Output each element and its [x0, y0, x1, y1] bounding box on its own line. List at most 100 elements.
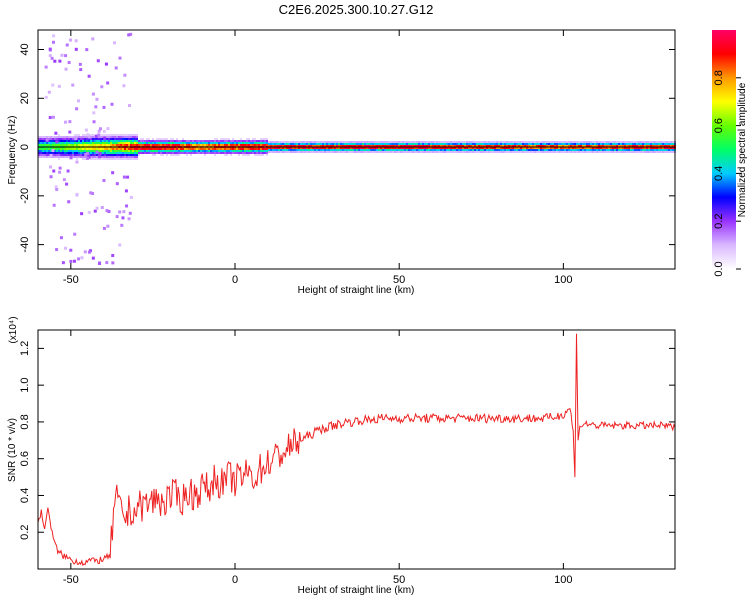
heatmap-cell [330, 143, 332, 145]
heatmap-cell [484, 149, 486, 151]
heatmap-cell [386, 147, 388, 149]
heatmap-cell [502, 149, 504, 151]
colorbar-ticks: 0.00.20.40.60.8 [713, 70, 741, 277]
heatmap-cell [430, 143, 432, 145]
heatmap-cell [92, 134, 94, 136]
heatmap-cell [540, 145, 542, 147]
heatmap-cell [396, 141, 398, 143]
heatmap-cell [634, 151, 636, 153]
heatmap-cell [358, 141, 360, 143]
heatmap-cell [254, 152, 256, 154]
heatmap-cell [588, 147, 590, 149]
heatmap-cell [98, 136, 100, 138]
heatmap-cell [340, 141, 342, 143]
heatmap-cell [510, 149, 512, 151]
heatmap-cell [98, 152, 102, 156]
heatmap-cell [616, 149, 618, 151]
heatmap-cell [420, 143, 422, 145]
heatmap-cell [366, 151, 368, 153]
heatmap-cell [662, 147, 664, 149]
heatmap-cell [58, 150, 60, 152]
heatmap-cell [628, 151, 630, 153]
heatmap-cell [156, 140, 158, 142]
heatmap-cell [352, 145, 354, 147]
heatmap-cell [188, 142, 190, 144]
heatmap-cell [410, 149, 412, 151]
heatmap-cell [586, 149, 588, 151]
heatmap-cell [118, 140, 120, 142]
heatmap-cell [624, 143, 626, 145]
heatmap-cell [434, 151, 436, 153]
heatmap-cell [178, 148, 180, 150]
heatmap-cell [414, 151, 416, 153]
heatmap-cell [172, 142, 174, 144]
heatmap-cell [452, 149, 454, 151]
heatmap-cell [87, 250, 91, 254]
heatmap-cell [576, 149, 578, 151]
heatmap-cell [498, 151, 500, 153]
heatmap-cell [558, 141, 560, 143]
snr-y-ticks: 0.20.40.60.81.01.2 [19, 341, 675, 540]
heatmap-cell [298, 143, 300, 145]
heatmap-cell [658, 147, 660, 149]
heatmap-cell [250, 150, 252, 152]
heatmap-cell [406, 149, 408, 151]
heatmap-cell [46, 150, 48, 152]
heatmap-cell [600, 141, 602, 143]
heatmap-cell [130, 134, 132, 136]
heatmap-cell [594, 149, 596, 151]
heatmap-cell [114, 140, 116, 142]
heatmap-cell [110, 152, 112, 154]
heatmap-cell [414, 149, 416, 151]
heatmap-cell [292, 143, 294, 145]
heatmap-cell [94, 154, 96, 156]
heatmap-cell [82, 136, 84, 138]
heatmap-cell [626, 141, 628, 143]
heatmap-cell [95, 206, 99, 210]
heatmap-cell [210, 148, 212, 150]
heatmap-cell [652, 145, 654, 147]
heatmap-cell [440, 149, 442, 151]
heatmap-cell [97, 129, 101, 133]
heatmap-cell [424, 151, 426, 153]
heatmap-cell [592, 147, 594, 149]
heatmap-cell [390, 147, 392, 149]
heatmap-cell [92, 140, 94, 142]
heatmap-cell [128, 152, 130, 154]
heatmap-cell [56, 148, 58, 150]
heatmap-cell [626, 149, 628, 151]
heatmap-cell [302, 147, 304, 149]
heatmap-cell [170, 138, 172, 140]
heatmap-cell [49, 175, 53, 179]
heatmap-cell [308, 147, 310, 149]
heatmap-cell [50, 144, 52, 146]
heatmap-cell [514, 141, 516, 143]
heatmap-cell [152, 140, 154, 142]
heatmap-cell [300, 151, 302, 153]
heatmap-cell [380, 141, 382, 143]
heatmap-cell [620, 149, 622, 151]
heatmap-cell [566, 151, 568, 153]
heatmap-cell [652, 143, 654, 145]
heatmap-cell [100, 206, 104, 210]
heatmap-cell [168, 140, 170, 142]
heatmap-cell [180, 152, 182, 154]
heatmap-cell [660, 141, 662, 143]
heatmap-cell [478, 141, 480, 143]
heatmap-cell [232, 150, 234, 152]
heatmap-cell [190, 142, 192, 144]
heatmap-cell [518, 149, 520, 151]
heatmap-cell [638, 145, 640, 147]
heatmap-cell [594, 151, 596, 153]
heatmap-cell [42, 152, 44, 154]
heatmap-cell [254, 148, 256, 150]
heatmap-cell [492, 149, 494, 151]
heatmap-cell [308, 151, 310, 153]
heatmap-cell [556, 145, 558, 147]
heatmap-cell [118, 144, 120, 146]
heatmap-cell [204, 154, 206, 156]
heatmap-cell [292, 145, 294, 147]
heatmap-cell [378, 147, 380, 149]
heatmap-cell [65, 182, 69, 186]
heatmap-cell [516, 147, 518, 149]
